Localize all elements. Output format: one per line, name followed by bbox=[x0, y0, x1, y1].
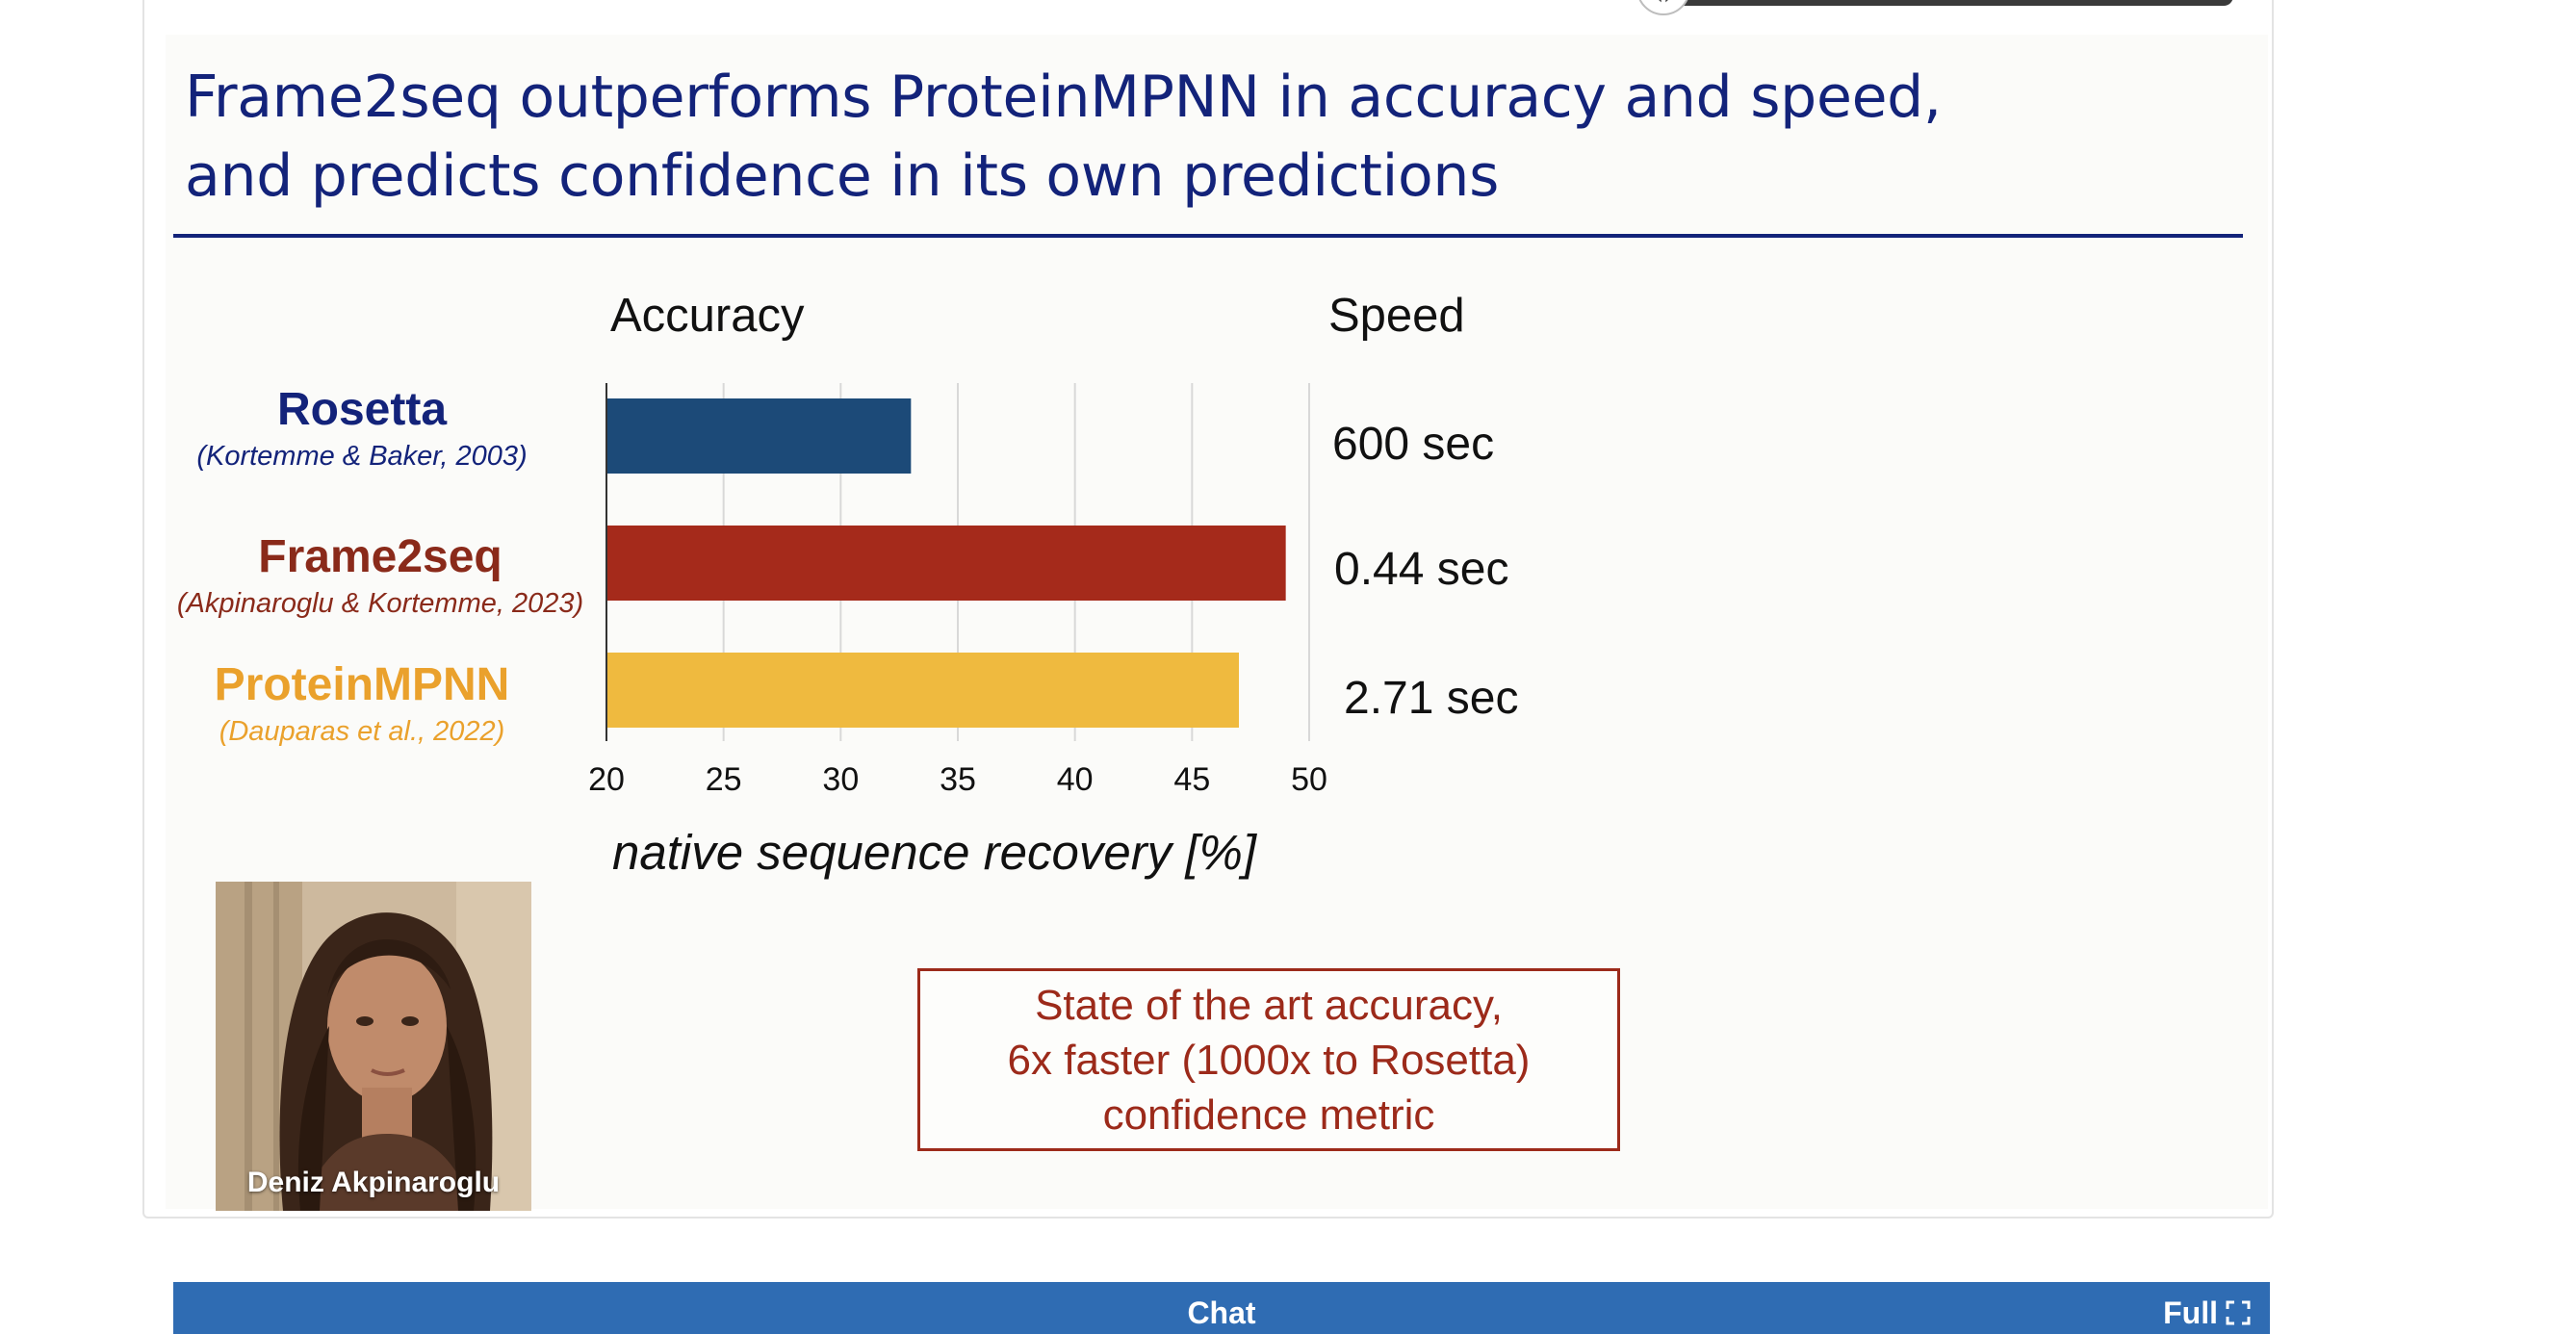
x-tick-label: 50 bbox=[1291, 761, 1327, 798]
fullscreen-button[interactable]: Full bbox=[2163, 1292, 2251, 1334]
x-axis-label: native sequence recovery [%] bbox=[612, 825, 1257, 880]
x-tick-label: 40 bbox=[1057, 761, 1094, 798]
x-tick-label: 35 bbox=[940, 761, 976, 798]
expand-icon bbox=[2226, 1300, 2251, 1325]
chat-label[interactable]: Chat bbox=[1187, 1296, 1256, 1330]
slide-title: Frame2seq outperforms ProteinMPNN in acc… bbox=[185, 58, 2245, 216]
method-citation: (Akpinaroglu & Kortemme, 2023) bbox=[176, 588, 584, 619]
fullscreen-label: Full bbox=[2163, 1296, 2218, 1330]
x-tick-label: 25 bbox=[706, 761, 742, 798]
method-citation: (Dauparas et al., 2022) bbox=[219, 716, 505, 747]
method-label-proteinmpnn: ProteinMPNN (Dauparas et al., 2022) bbox=[169, 658, 554, 751]
callout-line: confidence metric bbox=[1102, 1090, 1435, 1139]
callout-line: 6x faster (1000x to Rosetta) bbox=[1007, 1036, 1531, 1084]
speed-heading: Speed bbox=[1328, 290, 1465, 342]
title-divider bbox=[173, 234, 2243, 238]
portrait-image bbox=[216, 882, 531, 1211]
method-citation: (Kortemme & Baker, 2003) bbox=[196, 441, 528, 472]
callout-line: State of the art accuracy, bbox=[1035, 981, 1503, 1029]
speaker-photo: Deniz Akpinaroglu bbox=[216, 882, 531, 1211]
speed-value-frame2seq: 0.44 sec bbox=[1334, 544, 1509, 595]
speed-value-proteinmpnn: 2.71 sec bbox=[1344, 673, 1519, 724]
x-tick-label: 20 bbox=[588, 761, 625, 798]
bar-frame2seq bbox=[606, 526, 1286, 601]
photo-caption: Deniz Akpinaroglu bbox=[246, 1167, 501, 1198]
method-name: ProteinMPNN bbox=[214, 659, 510, 710]
slide-scrubber[interactable] bbox=[1675, 0, 2233, 6]
method-label-rosetta: Rosetta (Kortemme & Baker, 2003) bbox=[169, 383, 554, 475]
accuracy-heading: Accuracy bbox=[610, 290, 805, 342]
x-tick-label: 45 bbox=[1173, 761, 1210, 798]
x-tick-label: 30 bbox=[822, 761, 859, 798]
bar-rosetta bbox=[606, 398, 912, 474]
method-name: Rosetta bbox=[276, 384, 448, 435]
slide-title-line-1: Frame2seq outperforms ProteinMPNN in acc… bbox=[185, 64, 1942, 131]
accuracy-bar-chart: 20 25 30 35 40 45 50 bbox=[588, 383, 1327, 798]
method-name: Frame2seq bbox=[258, 531, 502, 582]
bar-proteinmpnn bbox=[606, 653, 1239, 728]
speed-value-rosetta: 600 sec bbox=[1332, 419, 1495, 470]
slide-title-line-2: and predicts confidence in its own predi… bbox=[185, 142, 1500, 210]
summary-callout-box: State of the art accuracy, 6x faster (10… bbox=[917, 968, 1620, 1151]
method-label-frame2seq: Frame2seq (Akpinaroglu & Kortemme, 2023) bbox=[164, 530, 597, 623]
chat-bar[interactable]: Chat Full bbox=[173, 1282, 2270, 1334]
